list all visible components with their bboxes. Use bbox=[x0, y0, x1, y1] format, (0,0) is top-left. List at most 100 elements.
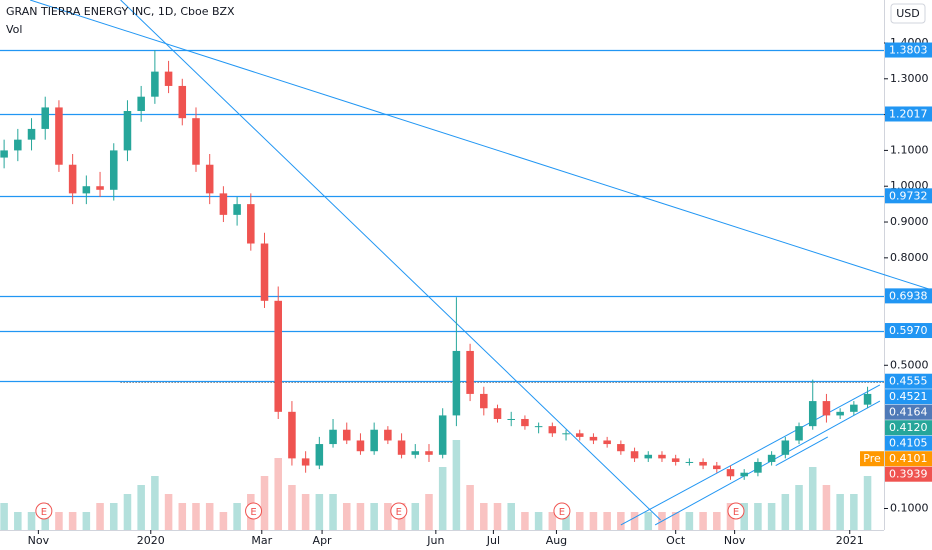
candle-body bbox=[68, 164, 77, 194]
chart-title: GRAN TIERRA ENERGY INC, 1D, Cboe BZX bbox=[6, 5, 235, 18]
x-tick-label: Oct bbox=[666, 534, 686, 547]
earnings-marker bbox=[245, 502, 263, 520]
volume-bar bbox=[671, 512, 680, 530]
currency[interactable]: USD bbox=[896, 7, 920, 20]
candle-body bbox=[96, 186, 104, 190]
volume-bar bbox=[534, 512, 543, 530]
volume-bar bbox=[480, 503, 488, 530]
volume-bar bbox=[521, 512, 529, 530]
earnings-marker bbox=[553, 502, 571, 520]
candle-body bbox=[726, 469, 735, 477]
price-label-box bbox=[885, 404, 932, 420]
candle-body bbox=[658, 454, 666, 459]
candle-body bbox=[589, 436, 598, 441]
price-label: 0.4120 bbox=[889, 421, 928, 434]
volume-bar bbox=[507, 503, 515, 530]
candle-body bbox=[466, 350, 474, 394]
candle-body bbox=[288, 411, 296, 459]
candle-body bbox=[685, 461, 694, 463]
earnings-label: E bbox=[733, 507, 739, 518]
volume-bar bbox=[493, 503, 502, 530]
volume-bar bbox=[630, 512, 639, 530]
volume-bar bbox=[438, 467, 447, 530]
candle-body bbox=[342, 429, 351, 441]
candle-body bbox=[863, 393, 872, 405]
volume-bar bbox=[55, 512, 63, 530]
earnings-marker bbox=[390, 502, 408, 520]
volume-bar bbox=[0, 503, 8, 530]
candle-body bbox=[575, 433, 584, 437]
volume-bar bbox=[178, 503, 187, 530]
earnings-marker bbox=[35, 502, 53, 520]
volume-bar bbox=[233, 503, 241, 530]
candle-body bbox=[836, 411, 844, 416]
volume-bar bbox=[685, 512, 694, 530]
candle-body bbox=[493, 408, 502, 419]
x-tick-label: Apr bbox=[313, 534, 333, 547]
candle-body bbox=[548, 426, 557, 434]
x-tick-label: Jul bbox=[486, 534, 500, 547]
candle-body bbox=[247, 204, 255, 244]
volume-bar bbox=[863, 476, 872, 530]
price-label: 1.3803 bbox=[889, 44, 928, 57]
trend-line bbox=[29, 0, 932, 291]
volume-bar bbox=[96, 503, 104, 530]
volume-bar bbox=[219, 512, 228, 530]
earnings-label: E bbox=[41, 507, 47, 518]
volume-bar bbox=[767, 503, 776, 530]
x-tick-label: Jun bbox=[426, 534, 444, 547]
currency-button[interactable] bbox=[890, 3, 926, 24]
candle-body bbox=[329, 429, 337, 445]
candle-body bbox=[603, 440, 611, 445]
volume-bar bbox=[164, 494, 173, 530]
candle-body bbox=[301, 458, 310, 466]
candle-body bbox=[82, 186, 91, 194]
volume-bar bbox=[370, 503, 378, 530]
price-label: 0.4101 bbox=[889, 452, 928, 465]
candle-body bbox=[822, 401, 831, 416]
volume-bar bbox=[452, 440, 461, 530]
volume-bar bbox=[740, 503, 748, 530]
price-label-box bbox=[885, 466, 932, 482]
trend-line bbox=[654, 400, 881, 526]
candle-body bbox=[713, 465, 721, 470]
x-tick-label: Aug bbox=[546, 534, 567, 547]
volume-bar bbox=[466, 485, 474, 530]
volume-bar bbox=[411, 503, 420, 530]
candle-body bbox=[219, 193, 228, 215]
price-label-box bbox=[885, 106, 932, 122]
candle-body bbox=[562, 433, 570, 435]
volume-bar bbox=[384, 503, 392, 530]
candle-body bbox=[644, 454, 653, 459]
candle-body bbox=[521, 418, 529, 427]
candle-body bbox=[109, 150, 118, 190]
y-tick-label: 0.8000 bbox=[890, 251, 929, 264]
y-tick-label: 1.1000 bbox=[890, 143, 929, 156]
candle-body bbox=[356, 440, 365, 452]
candle-body bbox=[260, 243, 269, 301]
axes: 1.40001.30001.20001.10001.00000.90000.80… bbox=[28, 36, 932, 547]
candle-body bbox=[233, 204, 241, 215]
candle-body bbox=[850, 404, 858, 412]
price-label: 0.4105 bbox=[889, 437, 928, 450]
candle-body bbox=[274, 300, 282, 412]
y-tick-label: 1.3000 bbox=[890, 72, 929, 85]
price-label: 1.2017 bbox=[889, 107, 928, 120]
volume-bar bbox=[617, 512, 625, 530]
candle-body bbox=[14, 139, 22, 151]
volume-bar bbox=[205, 503, 214, 530]
volume-bar bbox=[288, 485, 296, 530]
volume-bar bbox=[575, 512, 584, 530]
candle-body bbox=[534, 426, 543, 428]
volume-bar bbox=[274, 458, 282, 530]
price-label: 0.4164 bbox=[889, 406, 928, 419]
candle-body bbox=[0, 150, 8, 158]
candle-body bbox=[384, 429, 392, 441]
price-label-box bbox=[885, 435, 932, 451]
volume-bar bbox=[260, 476, 269, 530]
candle-body bbox=[754, 461, 762, 473]
x-tick-label: Mar bbox=[251, 534, 272, 547]
